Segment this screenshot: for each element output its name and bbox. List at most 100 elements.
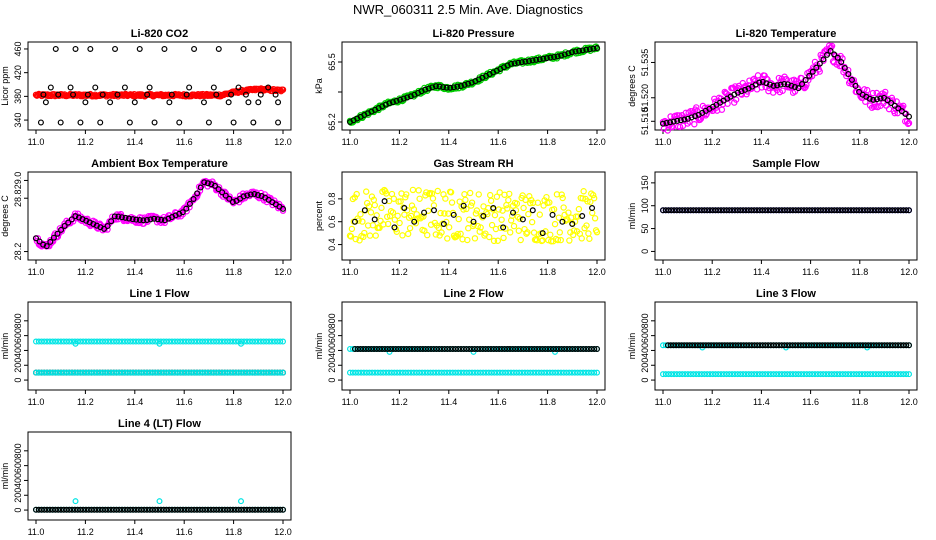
data-point	[205, 506, 212, 513]
data-point	[260, 369, 267, 376]
data-point	[361, 207, 368, 214]
data-point	[770, 342, 777, 349]
data-point	[886, 371, 893, 378]
data-point	[186, 204, 193, 211]
data-point	[824, 342, 831, 349]
data-point	[224, 369, 231, 376]
data-point	[221, 506, 228, 513]
data-point	[555, 345, 562, 352]
data-point	[781, 80, 788, 87]
data-point	[193, 369, 200, 376]
data-point	[673, 342, 680, 349]
data-point	[726, 207, 733, 214]
data-point	[784, 342, 791, 349]
data-point	[876, 342, 883, 349]
data-point	[500, 224, 507, 231]
data-point	[721, 342, 728, 349]
data-point	[246, 369, 253, 376]
data-point	[515, 227, 522, 234]
data-point	[144, 369, 151, 376]
data-point	[384, 345, 391, 352]
data-point	[85, 369, 92, 376]
data-point	[742, 371, 749, 378]
data-point	[850, 371, 857, 378]
data-point	[506, 345, 513, 352]
data-point	[466, 345, 473, 352]
data-point	[383, 213, 391, 220]
data-point	[723, 207, 730, 214]
data-point	[684, 115, 691, 122]
data-point	[99, 369, 106, 376]
data-point	[447, 345, 454, 352]
data-point	[520, 204, 527, 212]
data-point	[230, 119, 237, 126]
data-point	[163, 369, 170, 376]
data-point	[683, 342, 690, 349]
data-point	[842, 371, 849, 378]
data-point	[593, 228, 601, 236]
data-point	[196, 338, 203, 345]
data-point	[464, 236, 471, 244]
data-point	[763, 80, 770, 87]
data-point	[448, 199, 456, 206]
data-point	[803, 207, 810, 214]
data-point	[460, 345, 467, 352]
data-point	[105, 338, 112, 345]
data-point	[430, 345, 437, 352]
data-point	[891, 109, 898, 117]
data-point	[110, 369, 117, 376]
data-point	[493, 345, 500, 352]
series-avg	[32, 179, 287, 250]
data-point	[71, 506, 78, 513]
data-point	[884, 342, 891, 349]
data-point	[816, 60, 823, 67]
data-point	[460, 206, 467, 213]
data-point	[438, 369, 445, 376]
data-point	[479, 345, 486, 352]
data-point	[365, 345, 372, 352]
data-point	[583, 46, 590, 53]
data-point	[777, 81, 784, 88]
data-point	[32, 506, 39, 513]
data-point	[368, 345, 375, 352]
data-point	[349, 369, 356, 376]
data-point	[547, 54, 554, 61]
data-point	[591, 215, 599, 222]
y-tick-label: 800	[13, 443, 23, 458]
data-point	[694, 342, 701, 349]
data-point	[582, 369, 589, 376]
data-point	[210, 338, 217, 345]
data-point	[687, 207, 694, 214]
data-point	[455, 215, 462, 223]
data-point	[897, 371, 904, 378]
data-point	[88, 369, 95, 376]
data-point	[96, 506, 103, 513]
plot-frame	[27, 431, 292, 521]
data-point	[102, 338, 109, 345]
data-point	[831, 371, 838, 378]
data-point	[675, 342, 682, 349]
x-tick-label: 11.4	[440, 397, 457, 407]
y-tick-label: 380	[13, 89, 23, 104]
data-point	[806, 207, 813, 214]
data-point	[571, 369, 578, 376]
data-point	[569, 369, 576, 376]
data-point	[831, 51, 838, 58]
data-point	[160, 506, 167, 513]
data-point	[376, 345, 383, 352]
data-point	[741, 86, 748, 93]
data-point	[866, 95, 873, 102]
data-point	[792, 342, 799, 349]
data-point	[394, 212, 401, 220]
data-point	[684, 207, 691, 214]
data-point	[820, 207, 827, 214]
data-point	[670, 342, 677, 349]
data-point	[474, 345, 481, 352]
data-point	[535, 369, 542, 376]
data-point	[839, 371, 846, 378]
data-point	[135, 338, 142, 345]
data-point	[168, 506, 175, 513]
chart-title: Line 1 Flow	[130, 288, 190, 300]
data-point	[260, 45, 267, 52]
data-point	[200, 99, 207, 106]
